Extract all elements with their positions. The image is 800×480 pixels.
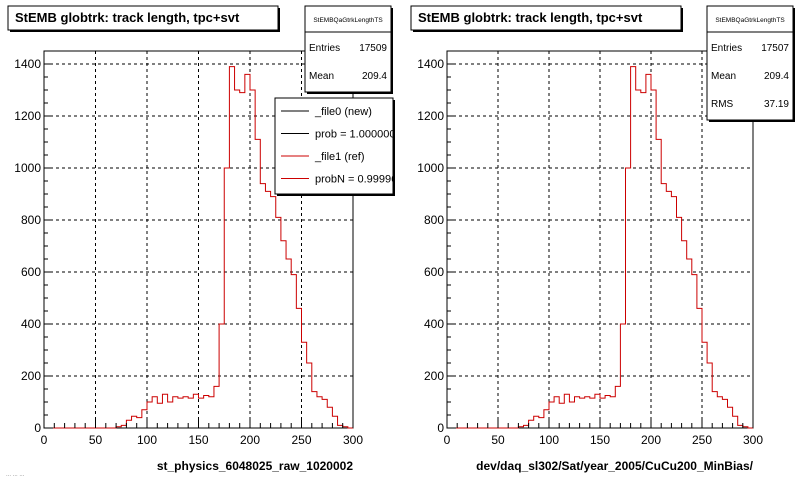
x-tick-label: 0 bbox=[444, 433, 451, 447]
y-tick-label: 800 bbox=[21, 213, 41, 227]
y-tick-label: 400 bbox=[424, 317, 444, 331]
y-tick-label: 0 bbox=[34, 421, 41, 435]
x-tick-label: 300 bbox=[743, 433, 763, 447]
y-tick-label: 1400 bbox=[417, 57, 444, 71]
x-tick-label: 200 bbox=[240, 433, 260, 447]
y-tick-label: 800 bbox=[424, 213, 444, 227]
panel-2: 0 50 100 150 200 250 300 0 200 400 600 800 1000 1200 1… bbox=[410, 5, 795, 473]
title-box bbox=[410, 5, 682, 31]
y-tick-label: 600 bbox=[21, 265, 41, 279]
y-tick-label: 200 bbox=[424, 369, 444, 383]
x-tick-label: 0 bbox=[41, 433, 48, 447]
x-tick-label: 250 bbox=[692, 433, 712, 447]
x-tick-label: 100 bbox=[137, 433, 157, 447]
x-axis-label: st_physics_6048025_raw_1020002 bbox=[157, 459, 353, 473]
stats-label: Entries bbox=[711, 43, 742, 54]
chart-title: StEMB globtrk: track length, tpc+svt bbox=[418, 10, 643, 25]
y-tick-label: 1000 bbox=[417, 161, 444, 175]
y-tick-label: 1200 bbox=[14, 109, 41, 123]
stats-value: 17509 bbox=[359, 43, 387, 54]
stats-value: 17507 bbox=[761, 43, 789, 54]
stats-name: StEMBQaGtrkLengthTS bbox=[313, 17, 383, 24]
x-tick-label: 50 bbox=[491, 433, 505, 447]
chart-title: StEMB globtrk: track length, tpc+svt bbox=[15, 10, 240, 25]
x-tick-label: 200 bbox=[641, 433, 661, 447]
stats-label: Mean bbox=[711, 71, 736, 82]
x-tick-label: 100 bbox=[539, 433, 559, 447]
y-tick-label: 1400 bbox=[14, 57, 41, 71]
title-box bbox=[7, 5, 279, 31]
legend-label: _file1 (ref) bbox=[314, 151, 365, 163]
footer-text: ... ... ... bbox=[6, 472, 25, 478]
histogram-series bbox=[447, 66, 753, 429]
stats-value: 209.4 bbox=[764, 71, 789, 82]
stats-value: 37.19 bbox=[764, 99, 789, 110]
stats-box bbox=[304, 5, 392, 93]
y-tick-label: 400 bbox=[21, 317, 41, 331]
stats-label: RMS bbox=[711, 99, 734, 110]
y-tick-label: 200 bbox=[21, 369, 41, 383]
panel-1: 0 50 100 150 200 250 300 0 200 400 600 800 1000 1200 1… bbox=[7, 5, 403, 473]
y-tick-label: 1000 bbox=[14, 161, 41, 175]
stats-label: Mean bbox=[309, 71, 334, 82]
stats-label: Entries bbox=[309, 43, 340, 54]
x-tick-label: 150 bbox=[188, 433, 208, 447]
legend-label: prob = 1.000000 bbox=[315, 129, 395, 141]
stats-value: 209.4 bbox=[362, 71, 387, 82]
y-tick-label: 600 bbox=[424, 265, 444, 279]
legend-label: _file0 (new) bbox=[314, 106, 372, 118]
stats-box bbox=[706, 5, 794, 121]
x-axis-label: dev/daq_sl302/Sat/year_2005/CuCu200_MinB… bbox=[476, 459, 753, 473]
y-tick-label: 1200 bbox=[417, 109, 444, 123]
x-tick-label: 300 bbox=[343, 433, 363, 447]
histogram-series bbox=[44, 66, 353, 429]
legend-entries: _file0 (new) prob = 1.000000 _file1 (ref) p… bbox=[281, 106, 403, 186]
y-tick-label: 0 bbox=[437, 421, 444, 435]
x-tick-label: 250 bbox=[291, 433, 311, 447]
legend-label: probN = 0.999968 bbox=[315, 174, 403, 186]
stats-name: StEMBQaGtrkLengthTS bbox=[715, 17, 785, 24]
x-tick-label: 50 bbox=[89, 433, 103, 447]
x-tick-label: 150 bbox=[590, 433, 610, 447]
